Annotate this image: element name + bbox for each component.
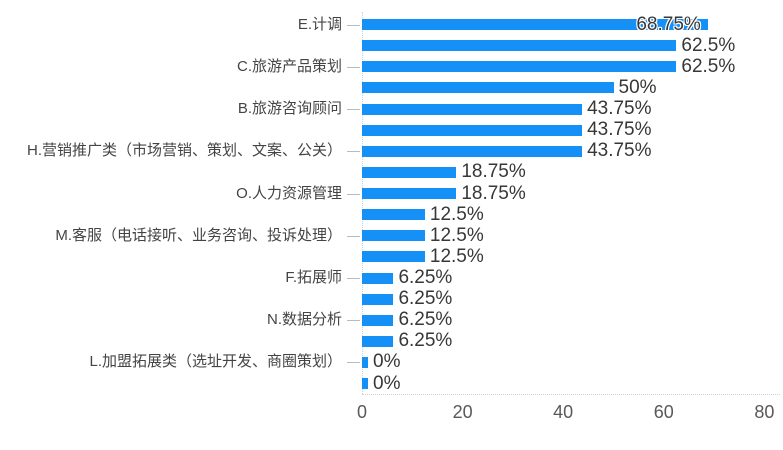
category-label: B.旅游咨询顾问 — [237, 100, 342, 118]
value-label: 50% — [618, 76, 657, 98]
bar — [362, 103, 583, 115]
bar — [362, 251, 425, 263]
value-label: 18.75% — [461, 161, 526, 183]
category-tick-mark — [347, 278, 360, 279]
value-label: 12.5% — [429, 224, 484, 246]
value-label: 43.75% — [587, 98, 652, 120]
category-label: F.拓展师 — [285, 269, 342, 286]
category-tick-mark — [347, 235, 360, 237]
category-tick-mark — [347, 24, 360, 26]
value-label: 6.25% — [398, 288, 453, 310]
bar — [362, 145, 583, 157]
value-label: 43.75% — [587, 140, 652, 162]
bar — [362, 61, 677, 73]
category-tick-mark — [347, 193, 360, 195]
bar — [362, 272, 394, 284]
value-label: 6.25% — [398, 267, 453, 288]
bar — [362, 209, 425, 221]
x-axis-tick-label: 0 — [356, 402, 367, 422]
category-tick-mark — [347, 151, 360, 153]
category-label: C.旅游产品策划 — [236, 57, 342, 75]
value-label: 0% — [373, 372, 401, 394]
bar — [362, 82, 614, 94]
category-label: N.数据分析 — [266, 311, 342, 329]
category-tick-mark — [347, 320, 360, 322]
value-label: 62.5% — [681, 55, 736, 77]
category-label: H.营销推广类（市场营销、策划、文案、公关） — [26, 142, 342, 160]
bar — [362, 293, 394, 305]
x-axis-tick-label: 60 — [653, 402, 674, 422]
value-label: 43.75% — [587, 119, 652, 141]
value-label: 12.5% — [429, 203, 484, 225]
x-axis-tick-label: 20 — [452, 402, 473, 422]
value-label: 18.75% — [461, 182, 526, 204]
bar — [362, 188, 457, 200]
value-label: 62.5% — [681, 34, 736, 56]
x-axis-line — [362, 394, 780, 395]
bar — [362, 124, 583, 136]
category-tick-mark — [347, 362, 360, 364]
category-label: E.计调 — [297, 15, 342, 33]
value-label: 12.5% — [429, 245, 484, 267]
category-label: M.客服（电话接听、业务咨询、投诉处理） — [55, 226, 342, 244]
x-axis-tick-label: 80 — [754, 402, 775, 422]
x-axis-tick-label: 40 — [553, 402, 574, 422]
category-tick-mark — [347, 66, 360, 68]
category-label: O.人力资源管理 — [236, 184, 342, 202]
bar — [362, 356, 368, 368]
value-label: 6.25% — [398, 309, 453, 331]
bar — [362, 40, 677, 52]
bar — [362, 314, 394, 326]
y-axis-line — [362, 12, 363, 394]
category-tick-mark — [347, 109, 360, 111]
value-label: 6.25% — [398, 330, 453, 352]
value-label: 68.75% — [636, 13, 701, 35]
category-label: L.加盟拓展类（选址开发、商圈策划） — [89, 353, 342, 371]
bar — [362, 335, 394, 347]
bar — [362, 19, 708, 31]
bar — [362, 230, 425, 242]
bar — [362, 166, 457, 178]
bar — [362, 378, 368, 390]
value-label: 0% — [373, 351, 401, 373]
